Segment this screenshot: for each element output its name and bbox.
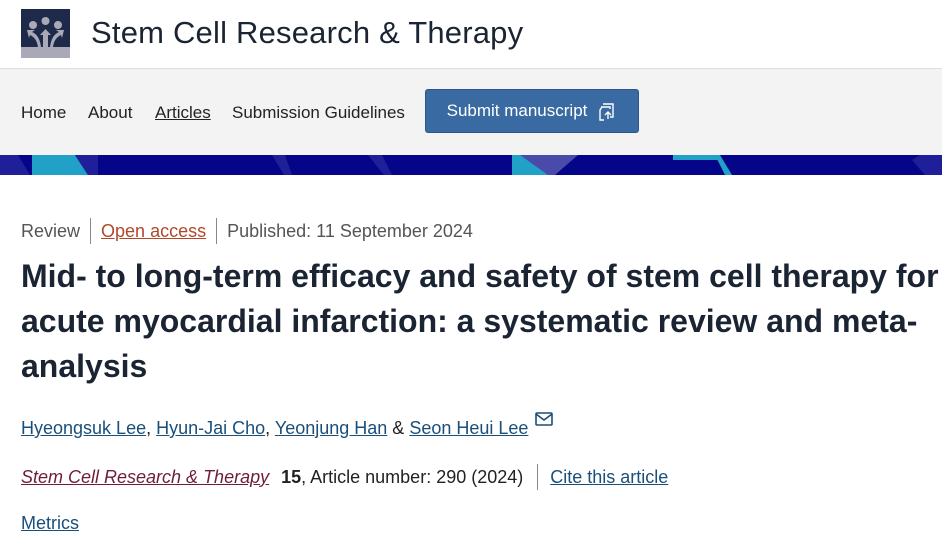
nav-submission-guidelines[interactable]: Submission Guidelines — [232, 103, 405, 122]
nav-about[interactable]: About — [88, 103, 133, 122]
metrics-link[interactable]: Metrics — [21, 513, 79, 533]
site-title[interactable]: Stem Cell Research & Therapy — [91, 15, 524, 50]
decorative-banner — [0, 155, 942, 175]
volume: 15 — [281, 466, 302, 487]
journal-link[interactable]: Stem Cell Research & Therapy — [21, 466, 270, 487]
article-number: , Article number: 290 (2024) — [301, 466, 524, 487]
nav-home[interactable]: Home — [21, 103, 67, 122]
cite-this-article-link[interactable]: Cite this article — [550, 466, 669, 487]
nav-articles[interactable]: Articles — [155, 103, 211, 122]
submit-manuscript-label: Submit manuscript — [446, 101, 588, 120]
submit-upload-icon — [599, 103, 615, 121]
email-icon[interactable] — [535, 412, 554, 426]
submit-manuscript-button[interactable]: Submit manuscript — [425, 89, 639, 133]
article-title: Mid- to long-term efficacy and safety of… — [21, 258, 939, 384]
journal-logo[interactable] — [21, 9, 70, 58]
divider — [90, 218, 92, 244]
author-separator: , — [146, 418, 157, 438]
article-meta: Review Open access Published: 11 Septemb… — [21, 218, 473, 244]
article-type: Review — [21, 220, 81, 241]
author-list: Hyeongsuk Lee, Hyun-Jai Cho, Yeonjung Ha… — [21, 412, 554, 439]
author-link[interactable]: Hyeongsuk Lee — [21, 418, 147, 438]
published-date: Published: 11 September 2024 — [227, 220, 473, 241]
divider — [537, 464, 539, 490]
citation-line: Stem Cell Research & Therapy 15 , Articl… — [21, 464, 668, 490]
author-separator: , — [265, 418, 275, 438]
site-header: Stem Cell Research & Therapy — [0, 0, 942, 69]
open-access-link[interactable]: Open access — [101, 220, 207, 241]
author-and: & — [387, 418, 410, 438]
author-link[interactable]: Hyun-Jai Cho — [156, 418, 266, 438]
author-link[interactable]: Yeonjung Han — [274, 418, 388, 438]
main-nav: Home About Articles Submission Guideline… — [0, 69, 942, 155]
divider — [216, 218, 218, 244]
author-link[interactable]: Seon Heui Lee — [409, 418, 529, 438]
